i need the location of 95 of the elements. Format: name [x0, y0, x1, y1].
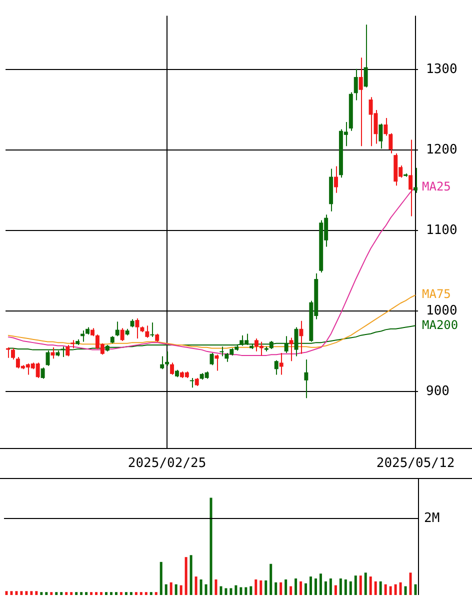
- bar: [100, 592, 103, 595]
- bar: [254, 579, 258, 595]
- y-tick-label: 1200: [426, 142, 458, 158]
- bar: [184, 557, 188, 595]
- bar: [274, 582, 278, 595]
- bar: [404, 586, 407, 595]
- bar: [264, 580, 268, 595]
- bar: [90, 592, 93, 595]
- bar: [110, 592, 112, 595]
- y-tick-label: 1300: [426, 62, 458, 78]
- bar: [364, 572, 367, 595]
- bar: [40, 592, 43, 595]
- bar: [409, 572, 412, 595]
- bar: [214, 579, 218, 595]
- bar: [134, 592, 138, 595]
- y-tick-label: 1000: [426, 304, 458, 319]
- bar: [244, 587, 248, 595]
- bar: [284, 579, 288, 595]
- bar: [75, 592, 78, 595]
- bar: [294, 578, 298, 595]
- bar: [170, 582, 172, 595]
- bar: [354, 576, 357, 595]
- bar: [105, 592, 108, 595]
- bar: [204, 584, 208, 595]
- bar: [144, 592, 148, 595]
- bar: [80, 592, 83, 595]
- bar: [394, 584, 397, 595]
- bar: [369, 576, 372, 595]
- bar: [154, 592, 158, 595]
- bar: [240, 587, 242, 595]
- bar: [120, 592, 122, 595]
- bar: [310, 576, 312, 595]
- y-tick-label: 900: [426, 384, 450, 400]
- bar: [10, 591, 13, 595]
- bar: [65, 592, 68, 595]
- bar: [414, 584, 417, 595]
- candlestick: [264, 346, 268, 352]
- bar: [389, 586, 392, 595]
- bar: [250, 586, 252, 595]
- x-tick-label: 2025/05/12: [376, 456, 455, 472]
- bar: [164, 584, 168, 595]
- bar: [190, 555, 192, 595]
- bar: [379, 581, 382, 595]
- bar: [50, 592, 53, 595]
- bar: [85, 592, 88, 595]
- bar: [374, 581, 377, 595]
- series-label: MA200: [422, 318, 458, 332]
- series-label: MA75: [422, 287, 451, 302]
- bar: [180, 585, 182, 595]
- bar: [270, 564, 272, 595]
- series-label: MA25: [422, 179, 451, 194]
- bar: [130, 592, 132, 595]
- bar: [35, 591, 38, 595]
- bar: [300, 581, 302, 595]
- bar: [260, 580, 262, 595]
- bar: [124, 592, 128, 595]
- bar: [174, 584, 178, 595]
- bar: [349, 581, 352, 595]
- bar: [304, 583, 308, 595]
- bar: [194, 576, 198, 595]
- bar: [95, 592, 98, 595]
- bar: [150, 592, 152, 595]
- bar: [160, 562, 162, 595]
- bar: [344, 579, 347, 595]
- bar: [314, 578, 317, 595]
- candlestick: [6, 346, 10, 358]
- bar: [324, 581, 327, 595]
- ref-line-label: 2M: [424, 510, 440, 526]
- bar: [359, 576, 362, 595]
- bar: [334, 585, 337, 595]
- bar: [30, 591, 33, 595]
- y-tick-label: 1100: [426, 223, 458, 238]
- bar: [140, 592, 142, 595]
- bar: [70, 592, 73, 595]
- x-tick-label: 2025/02/25: [128, 456, 206, 472]
- bar: [25, 591, 28, 595]
- bar: [384, 584, 387, 595]
- bar: [329, 578, 332, 595]
- bar: [290, 586, 292, 595]
- bar: [5, 591, 8, 595]
- bar: [234, 585, 238, 595]
- bar: [200, 579, 202, 595]
- bar: [319, 574, 322, 595]
- bar: [399, 582, 402, 595]
- bar: [45, 592, 48, 595]
- bar: [20, 591, 23, 595]
- bar: [230, 588, 232, 595]
- bar: [15, 591, 18, 595]
- bar: [220, 586, 222, 595]
- bar: [280, 582, 282, 595]
- bar: [339, 578, 342, 595]
- bar: [224, 588, 228, 595]
- bar: [114, 592, 118, 595]
- bar: [60, 592, 63, 595]
- bar: [55, 592, 58, 595]
